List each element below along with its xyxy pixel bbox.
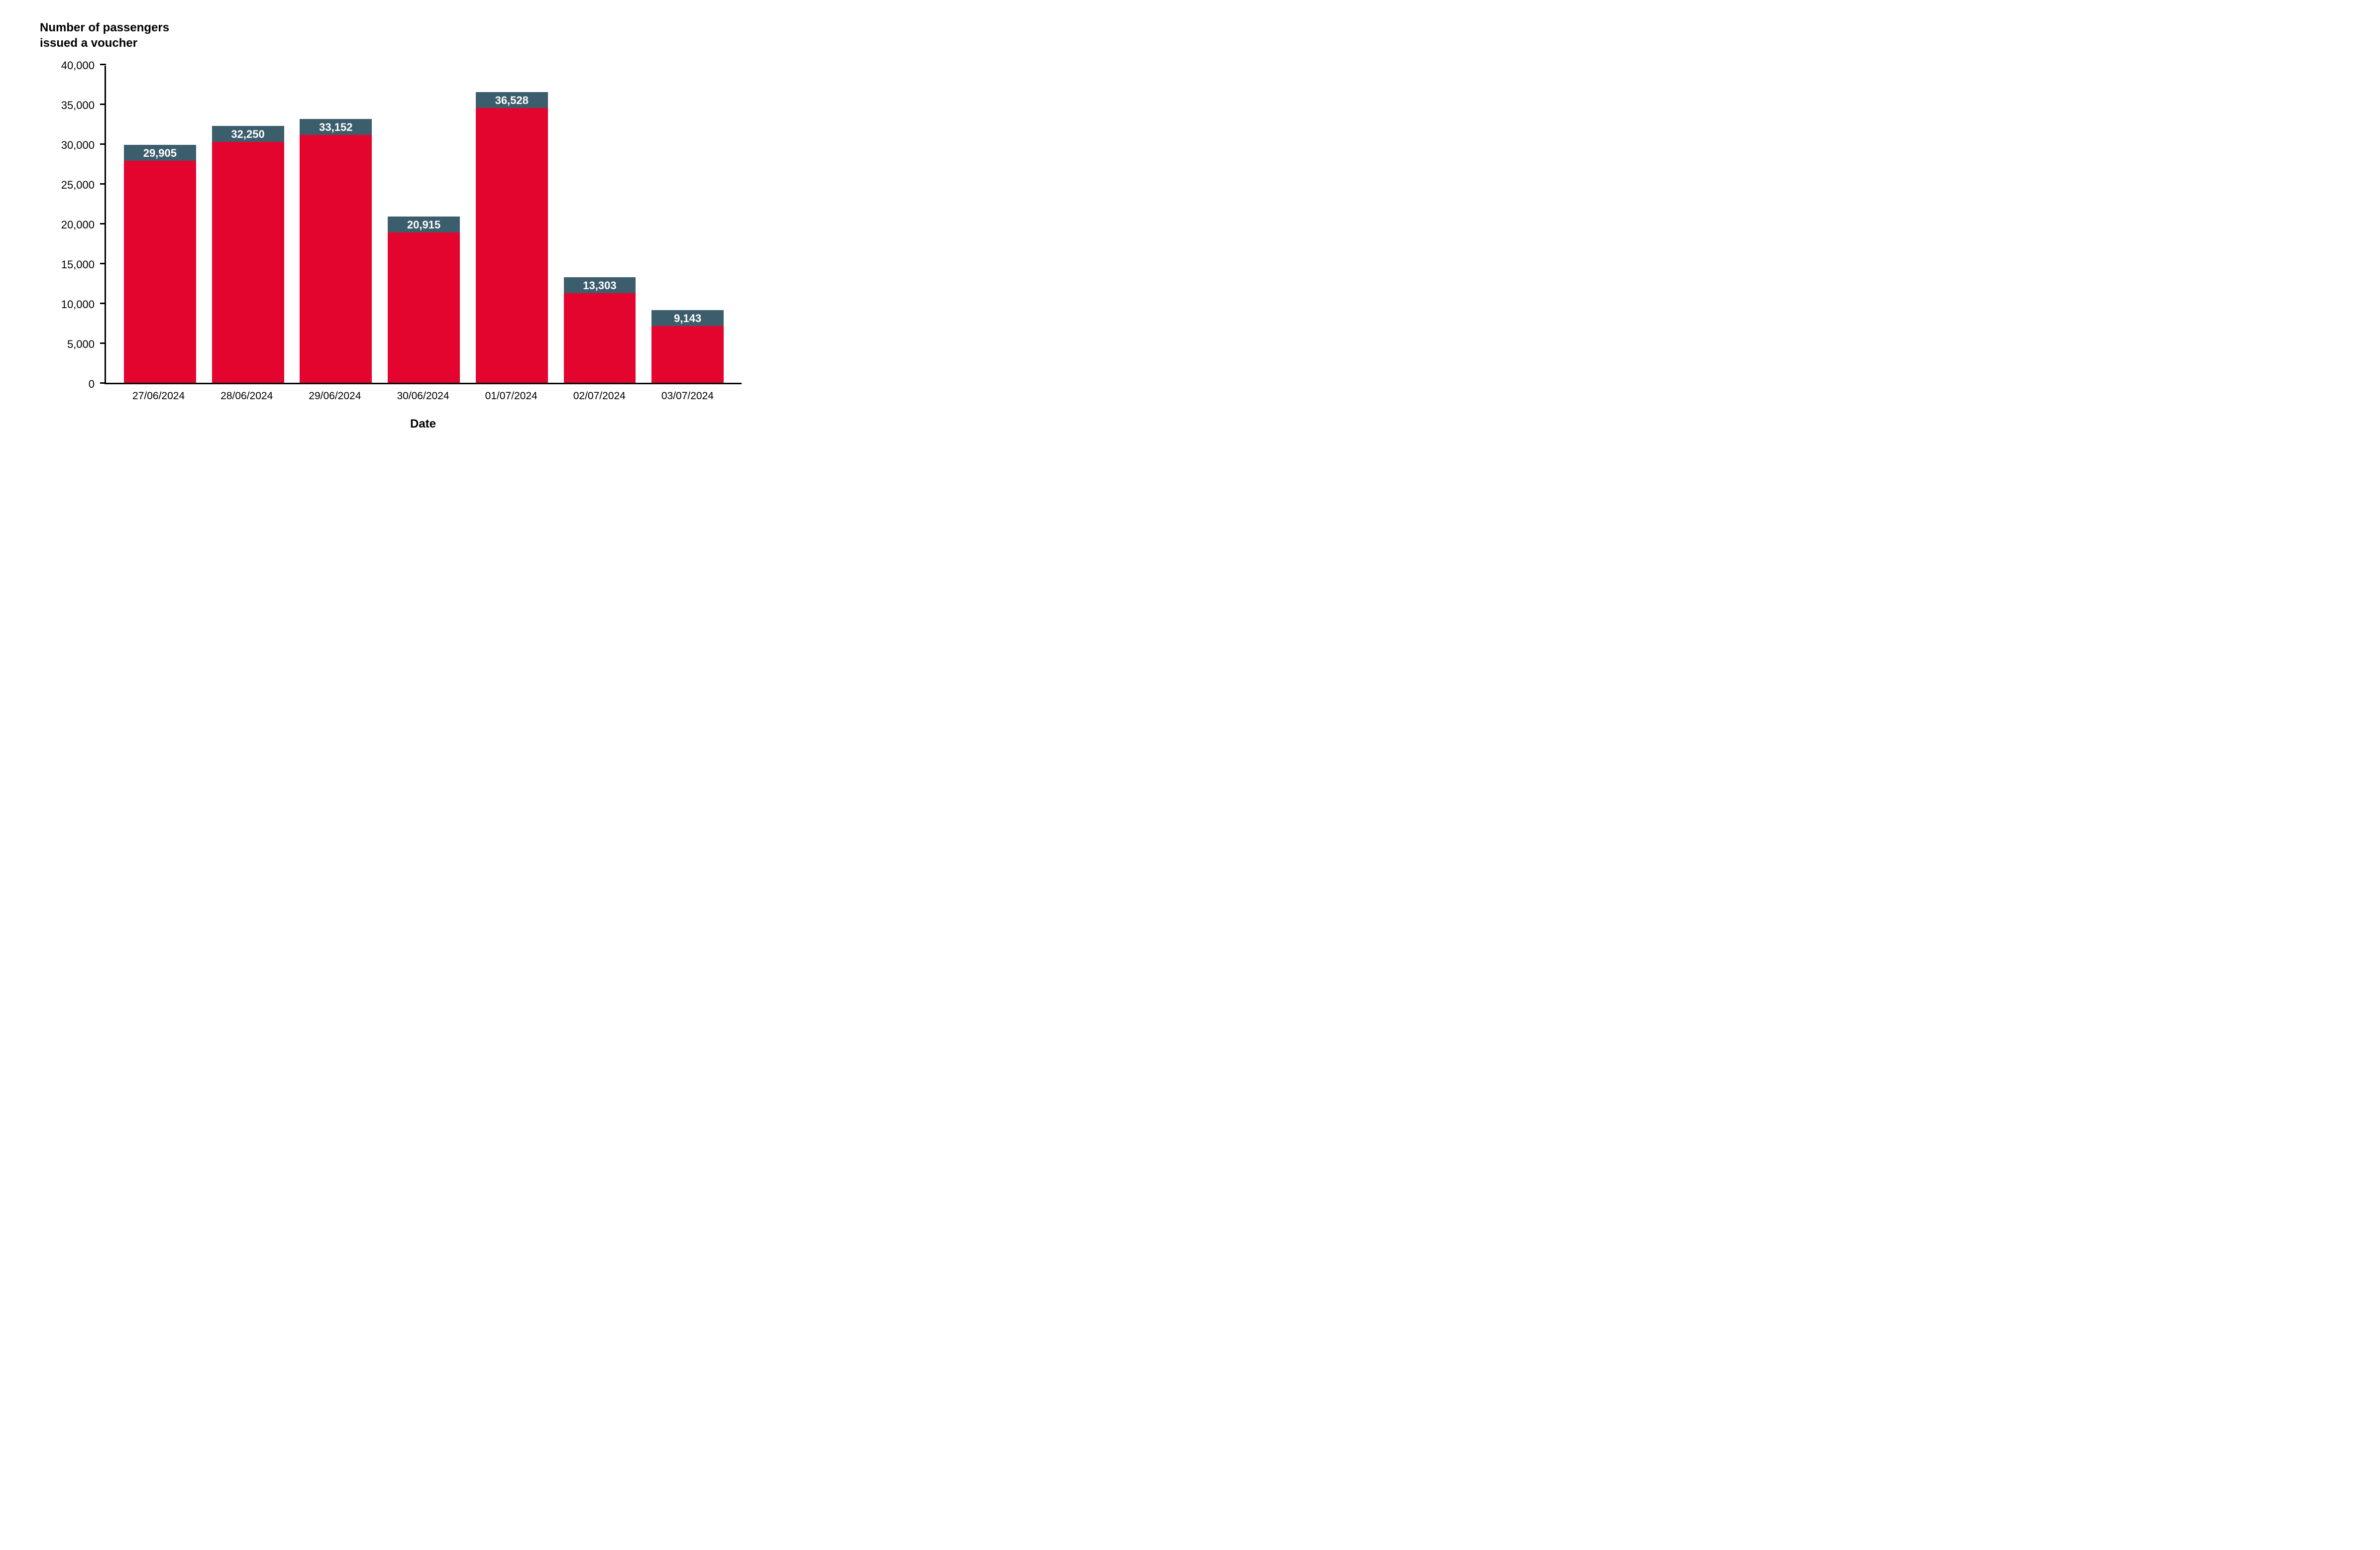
y-tick-label: 40,000 bbox=[61, 59, 95, 72]
x-tick-label: 01/07/2024 bbox=[467, 390, 555, 402]
x-tick-label: 29/06/2024 bbox=[291, 390, 379, 402]
y-tick-label: 0 bbox=[89, 378, 95, 391]
bar-value-label: 20,915 bbox=[388, 219, 460, 231]
bar-slot: 29,905 bbox=[116, 66, 204, 383]
y-tick-label: 5,000 bbox=[67, 338, 95, 351]
y-tick-mark bbox=[100, 183, 106, 185]
bar-value-label: 36,528 bbox=[476, 94, 548, 107]
bar-value-label: 29,905 bbox=[124, 147, 196, 160]
y-tick-label: 15,000 bbox=[61, 258, 95, 271]
bar-body bbox=[564, 293, 636, 383]
x-tick-label: 30/06/2024 bbox=[379, 390, 467, 402]
y-tick-mark bbox=[100, 342, 106, 344]
x-tick-label: 03/07/2024 bbox=[644, 390, 732, 402]
y-axis-title: Number of passengersissued a voucher bbox=[40, 20, 742, 51]
bar-slot: 9,143 bbox=[644, 66, 732, 383]
plot-row: 05,00010,00015,00020,00025,00030,00035,0… bbox=[20, 66, 742, 384]
bar: 29,905 bbox=[124, 145, 196, 383]
bar: 32,250 bbox=[212, 126, 284, 383]
bar-value-label: 33,152 bbox=[300, 121, 372, 134]
bar-body bbox=[124, 161, 196, 383]
bar-slot: 20,915 bbox=[380, 66, 468, 383]
bar-slot: 33,152 bbox=[292, 66, 380, 383]
y-tick-label: 30,000 bbox=[61, 139, 95, 152]
x-tick-label: 28/06/2024 bbox=[203, 390, 291, 402]
y-tick-mark bbox=[100, 104, 106, 105]
x-tick-label: 27/06/2024 bbox=[114, 390, 203, 402]
x-axis-labels: 27/06/202428/06/202429/06/202430/06/2024… bbox=[105, 384, 742, 402]
bar: 13,303 bbox=[564, 277, 636, 383]
y-tick-mark bbox=[100, 382, 106, 384]
plot-area: 29,905 32,250 33,152 20,915 36,528 13,303 9,14… bbox=[105, 66, 742, 384]
y-tick-mark bbox=[100, 64, 106, 65]
y-tick-mark bbox=[100, 263, 106, 264]
x-tick-label: 02/07/2024 bbox=[555, 390, 644, 402]
bar: 36,528 bbox=[476, 92, 548, 383]
bar-body bbox=[651, 326, 724, 383]
bar: 9,143 bbox=[651, 310, 724, 383]
y-tick-label: 25,000 bbox=[61, 179, 95, 192]
bar-body bbox=[300, 135, 372, 383]
y-tick-label: 35,000 bbox=[61, 99, 95, 112]
bar-body bbox=[476, 108, 548, 383]
x-axis-title: Date bbox=[105, 417, 742, 431]
y-tick-mark bbox=[100, 223, 106, 224]
bar: 33,152 bbox=[300, 119, 372, 383]
bar-value-label: 32,250 bbox=[212, 128, 284, 141]
y-tick-label: 10,000 bbox=[61, 298, 95, 311]
bar-body bbox=[212, 142, 284, 383]
bars-container: 29,905 32,250 33,152 20,915 36,528 13,303 9,14… bbox=[106, 66, 742, 383]
voucher-bar-chart: Number of passengersissued a voucher 0 5,… bbox=[20, 20, 742, 431]
bar-value-label: 13,303 bbox=[564, 279, 636, 292]
y-tick-mark bbox=[100, 143, 106, 145]
bar-slot: 36,528 bbox=[468, 66, 556, 383]
bar-value-label: 9,143 bbox=[651, 312, 724, 325]
bar-slot: 13,303 bbox=[556, 66, 644, 383]
bar: 20,915 bbox=[388, 217, 460, 383]
bar-slot: 32,250 bbox=[204, 66, 292, 383]
bar-body bbox=[388, 232, 460, 383]
y-tick-label: 20,000 bbox=[61, 219, 95, 231]
y-axis: 05,00010,00015,00020,00025,00030,00035,0… bbox=[20, 66, 105, 384]
y-tick-mark bbox=[100, 303, 106, 304]
